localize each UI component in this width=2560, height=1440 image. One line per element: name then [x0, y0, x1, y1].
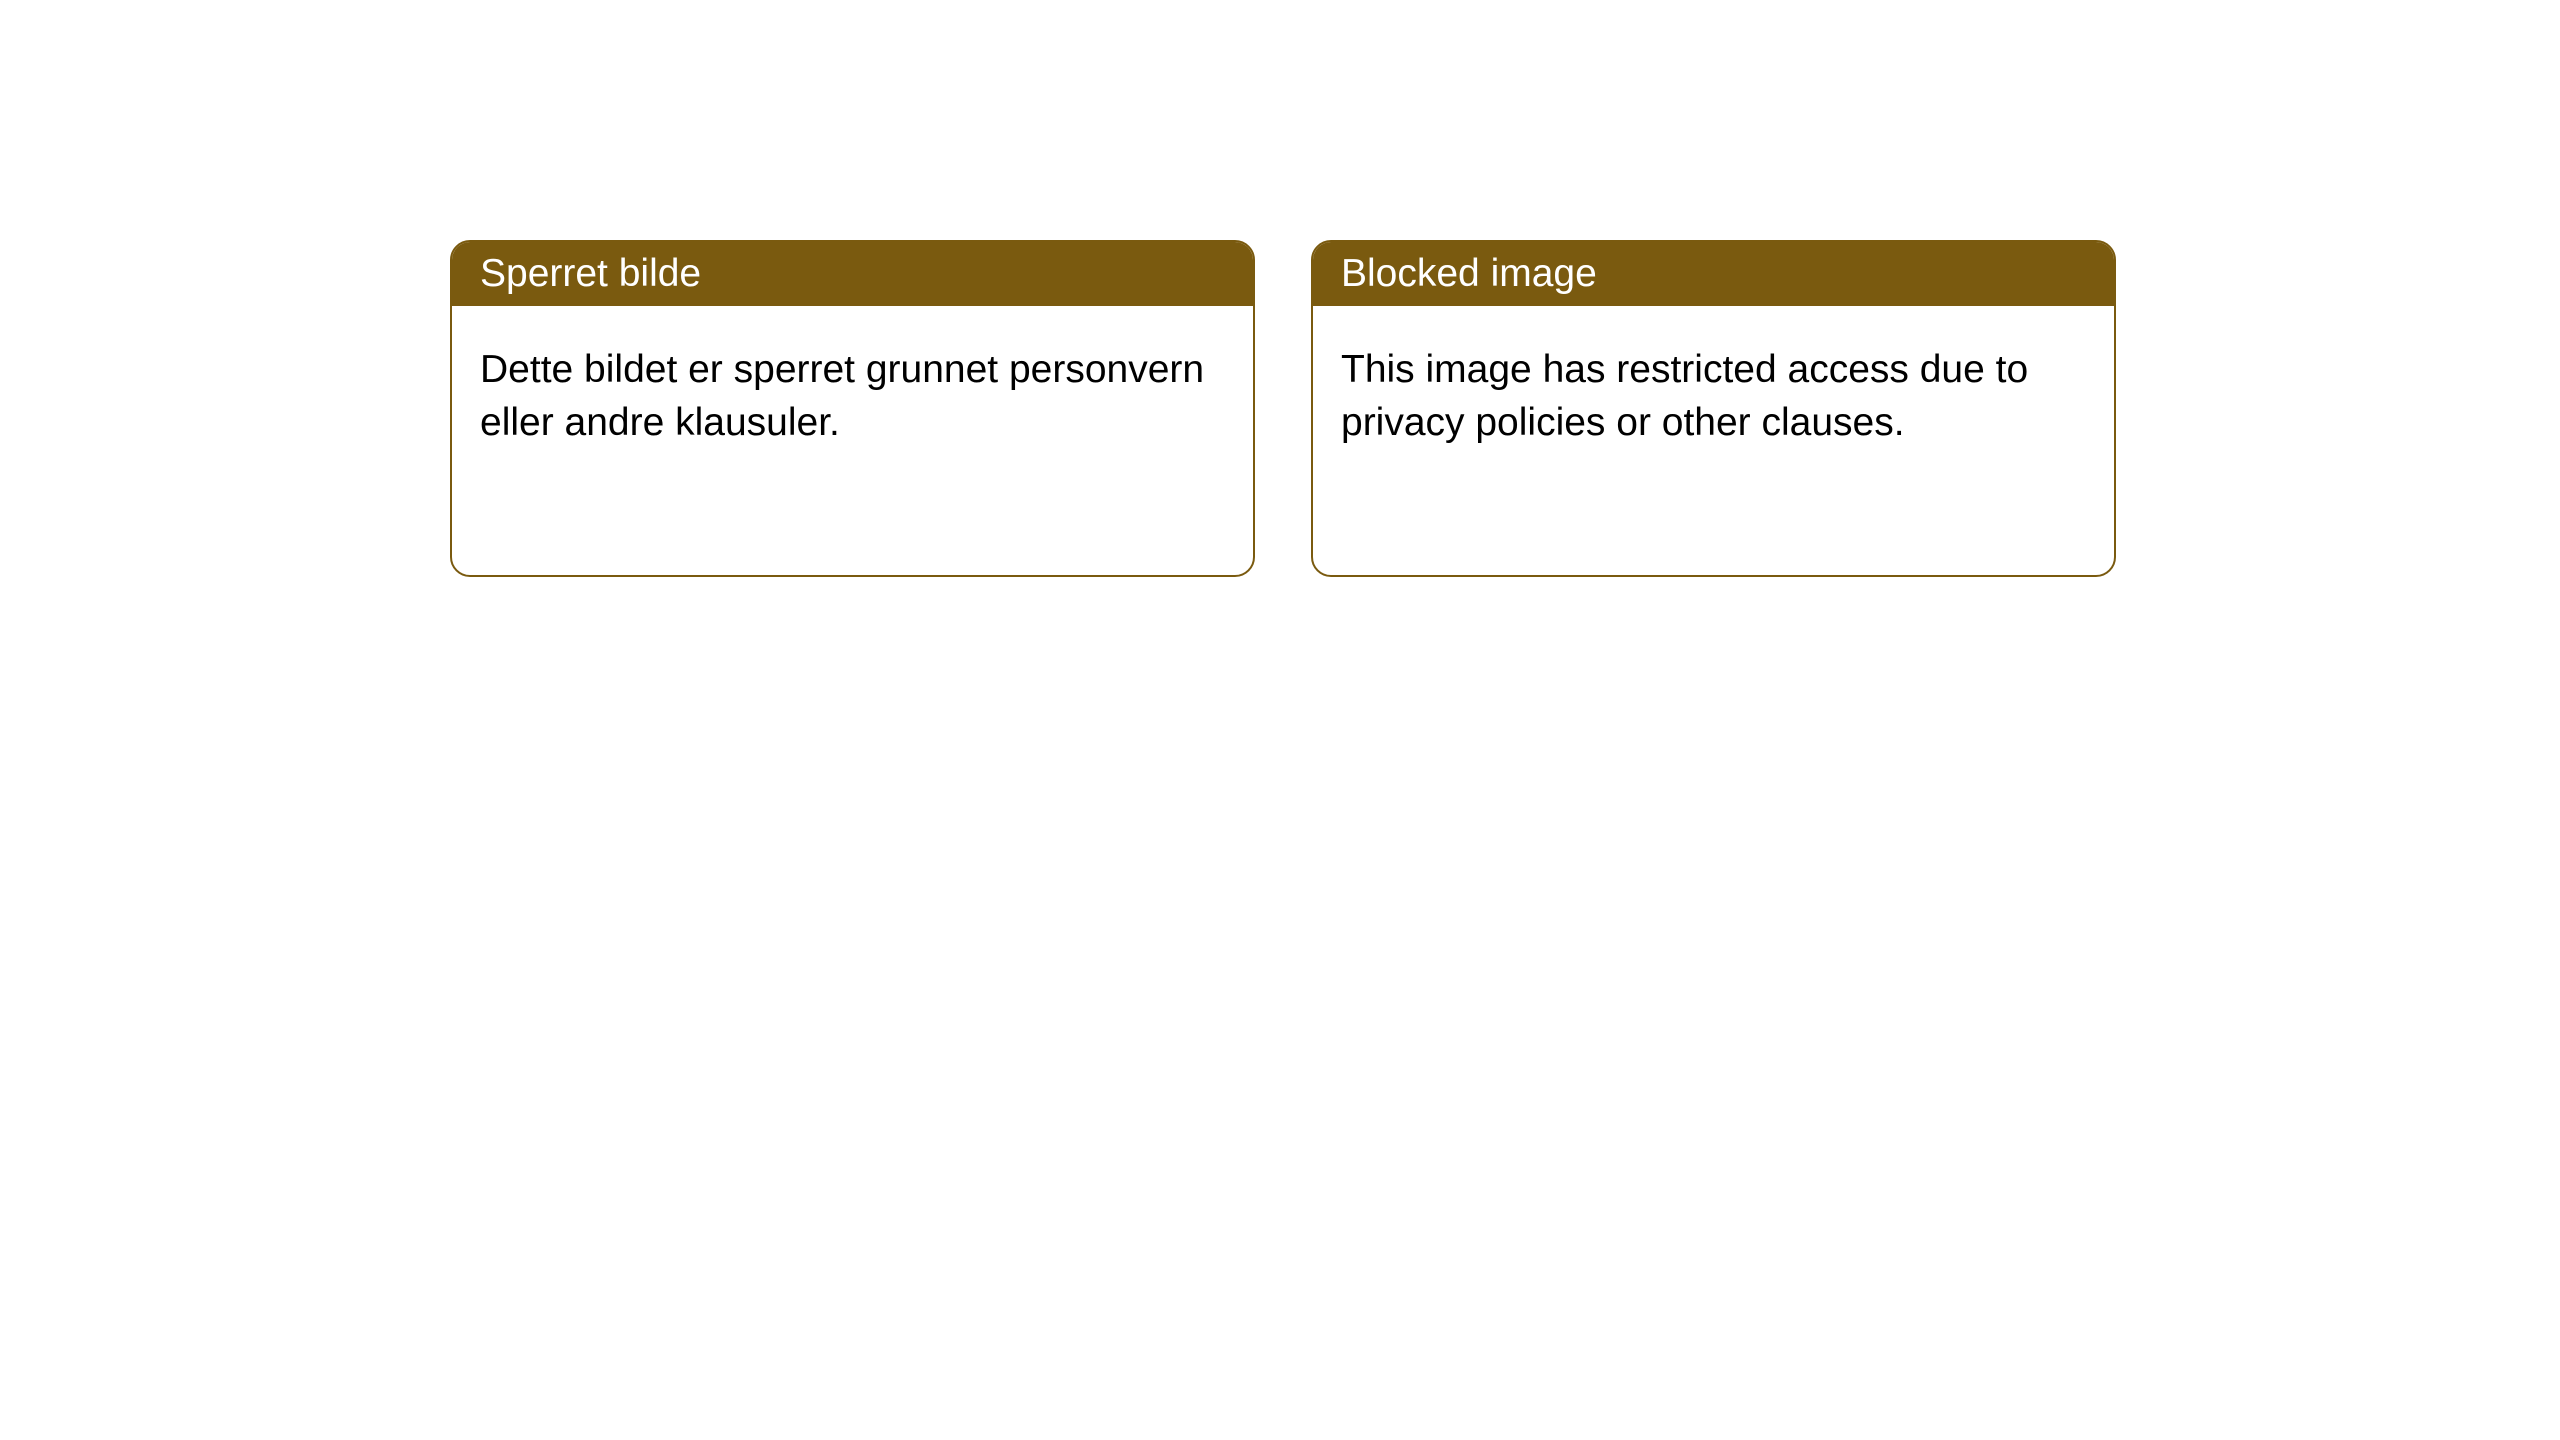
card-body: This image has restricted access due to …	[1313, 306, 2114, 487]
card-container: Sperret bilde Dette bildet er sperret gr…	[0, 0, 2560, 577]
info-card-english: Blocked image This image has restricted …	[1311, 240, 2116, 577]
card-body: Dette bildet er sperret grunnet personve…	[452, 306, 1253, 487]
card-body-text: This image has restricted access due to …	[1341, 348, 2028, 444]
card-header: Blocked image	[1313, 242, 2114, 306]
card-title: Sperret bilde	[480, 252, 701, 295]
info-card-norwegian: Sperret bilde Dette bildet er sperret gr…	[450, 240, 1255, 577]
card-title: Blocked image	[1341, 252, 1597, 295]
card-body-text: Dette bildet er sperret grunnet personve…	[480, 348, 1204, 444]
card-header: Sperret bilde	[452, 242, 1253, 306]
